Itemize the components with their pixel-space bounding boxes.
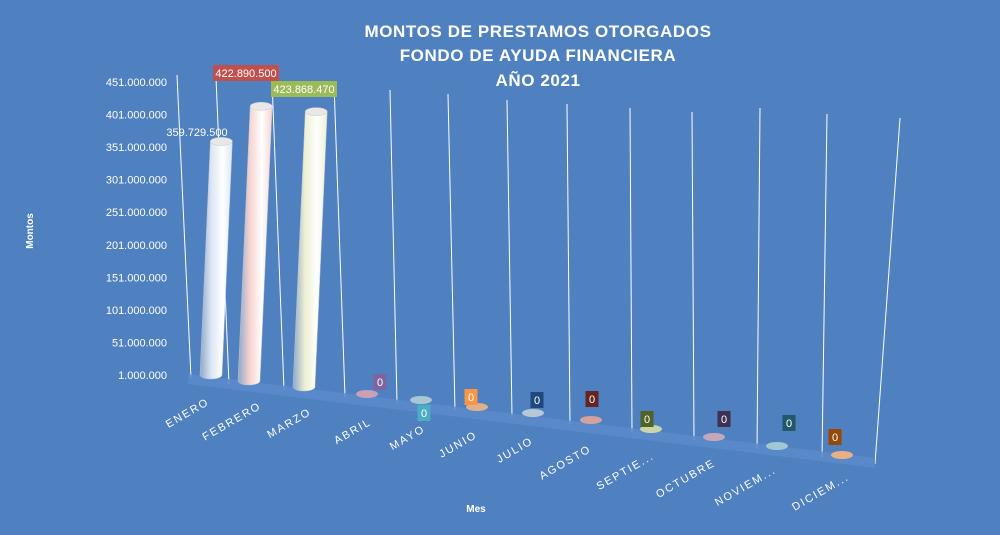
data-label: 0 [782, 415, 796, 431]
data-label-text: 0 [468, 392, 474, 404]
data-label: 0 [530, 392, 544, 408]
floor-band [188, 374, 875, 468]
data-label-text: 0 [832, 432, 838, 444]
gridline [271, 80, 285, 391]
x-tick-label: MAYO [388, 423, 428, 453]
y-axis-title: Montos [25, 213, 36, 249]
data-label-text: 0 [644, 414, 650, 426]
data-label-box [530, 392, 544, 408]
y-tick-label: 1.000.000 [118, 370, 167, 382]
y-axis-ticks: 1.000.000 51.000.000 101.000.000 151.000.00… [106, 77, 167, 382]
data-label-box [585, 391, 599, 407]
data-label-box [782, 415, 796, 431]
data-label-text: 0 [786, 418, 792, 430]
bar-zero-diciem [831, 451, 853, 459]
bar-zero-noviem [766, 442, 788, 450]
bars [199, 102, 853, 459]
gridline [447, 93, 456, 411]
gridline [333, 83, 346, 398]
data-label: 0 [717, 411, 731, 427]
y-tick-label: 451.000.000 [106, 77, 167, 89]
data-label-box [417, 405, 431, 421]
chart-title-line-3: AÑO 2021 [495, 70, 580, 90]
gridline [566, 103, 571, 425]
bar-zero-julio [522, 409, 544, 417]
data-label-text: 359.729.500 [166, 127, 227, 139]
bar-top [249, 102, 273, 111]
data-label-box [640, 411, 654, 427]
chart-title-line-1: MONTOS DE PRESTAMOS OTORGADOS [364, 22, 711, 41]
data-label: 0 [640, 411, 654, 427]
bar-zero-mayo [410, 396, 432, 404]
data-label: 359.729.500 [166, 127, 227, 139]
data-label-box [271, 81, 337, 97]
data-labels: 359.729.500 422.890.500 423.868.470 0 0 0 0 0 0 0… [166, 65, 842, 445]
gridline [389, 89, 398, 404]
data-label-text: 0 [377, 377, 383, 389]
bar-zero-agosto [580, 416, 602, 424]
data-label-text: 0 [421, 408, 427, 420]
y-tick-label: 251.000.000 [106, 207, 167, 219]
y-tick-label: 401.000.000 [106, 110, 167, 122]
y-tick-label: 51.000.000 [112, 337, 167, 349]
bar-zero-abril [356, 390, 378, 398]
x-tick-label: OCTUBRE [654, 457, 717, 501]
x-tick-label: AGOSTO [538, 443, 594, 482]
x-axis-title: Mes [466, 504, 486, 515]
bar-marzo [292, 107, 328, 392]
data-label: 0 [373, 374, 387, 390]
bar-top [210, 137, 233, 146]
y-tick-label: 151.000.000 [106, 272, 167, 284]
y-tick-label: 101.000.000 [106, 305, 167, 317]
x-tick-label: MARZO [265, 406, 313, 441]
gridline [756, 107, 761, 450]
chart-title-line-2: FONDO DE AYUDA FINANCIERA [400, 46, 677, 65]
data-label-box [464, 389, 478, 405]
data-label: 0 [417, 405, 431, 421]
gridline [176, 74, 192, 379]
gridline [506, 99, 513, 418]
data-label: 0 [828, 429, 842, 445]
bar-top [304, 107, 328, 116]
gridline [691, 111, 695, 441]
x-tick-label: JULIO [495, 435, 536, 465]
data-label-box [828, 429, 842, 445]
data-label-text: 0 [534, 395, 540, 407]
x-tick-label: ABRIL [332, 416, 373, 447]
y-tick-label: 301.000.000 [106, 175, 167, 187]
chart-floor [188, 374, 875, 468]
gridline [874, 117, 901, 465]
data-label: 0 [464, 389, 478, 405]
y-tick-label: 351.000.000 [106, 142, 167, 154]
data-label: 422.890.500 [213, 65, 279, 81]
x-tick-label: DICIEM... [790, 471, 851, 513]
x-tick-label: ENERO [164, 396, 212, 430]
gridline [629, 107, 633, 433]
x-tick-label: JUNIO [437, 429, 479, 460]
data-label: 0 [585, 391, 599, 407]
data-label: 423.868.470 [271, 81, 337, 97]
x-tick-label: SEPTIE... [595, 450, 657, 493]
data-label-text: 423.868.470 [273, 84, 334, 96]
chart-title: MONTOS DE PRESTAMOS OTORGADOS FONDO DE AY… [364, 22, 711, 90]
bar-zero-octubre [703, 433, 725, 441]
data-label-box [717, 411, 731, 427]
x-tick-label: NOVIEM... [713, 464, 779, 509]
data-label-box [373, 374, 387, 390]
bar-febrero [237, 102, 273, 386]
gridline [821, 113, 828, 459]
data-label-text: 0 [721, 414, 727, 426]
data-label-box [213, 65, 279, 81]
y-tick-label: 201.000.000 [106, 240, 167, 252]
data-label-text: 422.890.500 [215, 68, 276, 80]
data-label-text: 0 [589, 394, 595, 406]
gridlines [176, 74, 901, 465]
